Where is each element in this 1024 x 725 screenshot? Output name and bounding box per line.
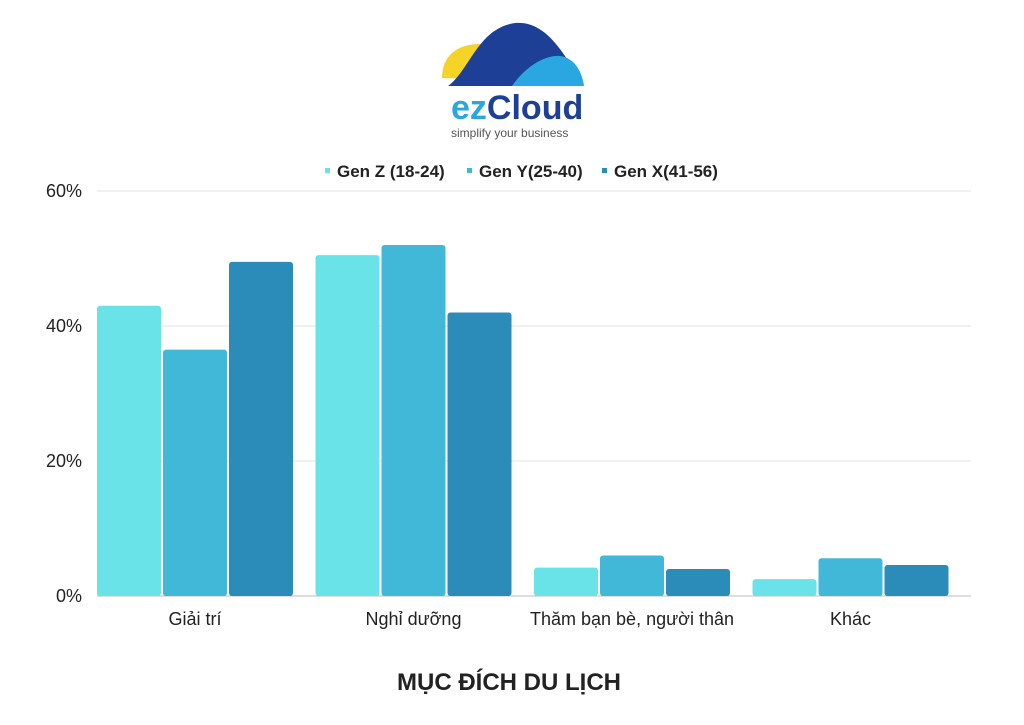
x-category-label: Khác <box>830 609 871 629</box>
cloud-logo-icon <box>442 22 584 86</box>
legend-swatch <box>325 168 330 173</box>
bar <box>752 579 817 596</box>
bar <box>884 564 949 596</box>
legend-label: Gen Y(25-40) <box>479 162 583 181</box>
x-axis-title: MỤC ĐÍCH DU LỊCH <box>397 668 621 696</box>
x-category-label: Nghỉ dưỡng <box>366 609 462 629</box>
y-tick-label: 60% <box>46 181 82 201</box>
bar <box>315 255 380 596</box>
bar <box>447 312 512 596</box>
logo-ez: ez <box>451 89 487 127</box>
bar <box>381 245 446 596</box>
y-tick-label: 0% <box>56 586 82 606</box>
y-tick-label: 40% <box>46 316 82 336</box>
legend-swatch <box>467 168 472 173</box>
bar-group <box>97 245 949 596</box>
x-category-label: Giải trí <box>168 609 221 629</box>
bar <box>97 305 161 596</box>
bar <box>229 261 293 596</box>
legend-label: Gen Z (18-24) <box>337 162 445 181</box>
logo-cloud: Cloud <box>487 89 583 127</box>
legend-label: Gen X(41-56) <box>614 162 718 181</box>
bar <box>534 567 598 596</box>
x-category-label: Thăm bạn bè, người thân <box>530 609 734 629</box>
svg-text:ezCloud: ezCloud <box>451 89 583 127</box>
bar <box>163 349 227 596</box>
y-axis-ticks: 0% 20% 40% 60% <box>46 181 82 606</box>
bar <box>818 558 883 596</box>
logo-tagline: simplify your business <box>451 126 568 140</box>
ezcloud-logo: ezCloud simplify your business <box>442 22 584 140</box>
x-axis-categories: Giải trí Nghỉ dưỡng Thăm bạn bè, người thâ… <box>168 609 871 629</box>
legend-swatch <box>602 168 607 173</box>
grid-lines <box>97 190 971 597</box>
chart-legend: Gen Z (18-24) Gen Y(25-40) Gen X(41-56) <box>325 162 718 181</box>
y-tick-label: 20% <box>46 451 82 471</box>
bar <box>666 569 730 596</box>
bar <box>600 555 664 596</box>
